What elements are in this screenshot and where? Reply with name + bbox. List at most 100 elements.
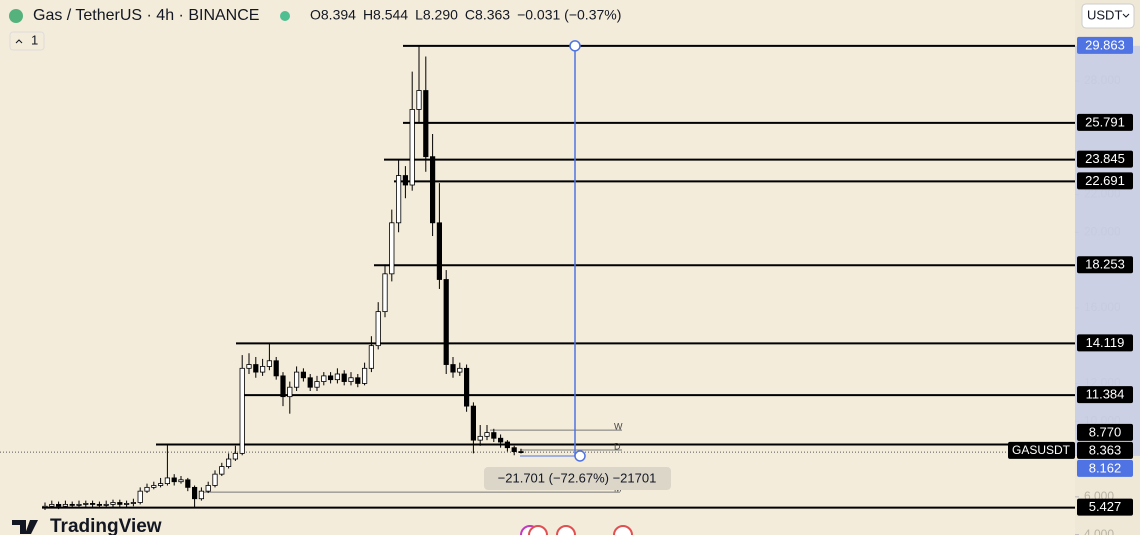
logo-text: TradingView	[50, 516, 162, 535]
candle-body	[470, 405, 477, 441]
pane-label: 1	[31, 32, 38, 47]
candle-body	[225, 458, 232, 467]
logo-icon	[12, 520, 38, 534]
candle-body	[457, 367, 463, 373]
candle-body	[90, 503, 96, 505]
price-label: 18.253	[1085, 257, 1125, 272]
measure-box	[484, 466, 671, 490]
candle-body	[416, 90, 422, 110]
price-label-box	[1077, 441, 1133, 459]
candle-body	[246, 364, 252, 369]
symbol-label-box	[1008, 441, 1075, 459]
candle-body	[341, 373, 347, 382]
candle-body	[511, 447, 517, 452]
currency-chevron	[1122, 13, 1130, 18]
legend-value: C8.363	[465, 7, 510, 23]
candle-body	[450, 364, 456, 373]
price-label: 14.119	[1086, 335, 1125, 350]
candle-body	[137, 490, 143, 503]
candle-body	[62, 503, 69, 507]
event-icon[interactable]	[613, 525, 633, 535]
candle-body	[103, 503, 109, 506]
candle-body	[314, 381, 320, 388]
marker-label: W	[614, 421, 623, 431]
candle-body	[518, 451, 524, 453]
price-label: 5.427	[1089, 499, 1122, 514]
candle-body	[157, 483, 164, 486]
candle-body	[307, 377, 313, 388]
measure-label: −21.701 (−72.67%) −21701	[498, 470, 657, 485]
pane-toggle[interactable]	[9, 31, 45, 51]
candle-body	[198, 490, 204, 500]
candle-body	[185, 479, 191, 488]
candle-body	[443, 279, 449, 365]
candle-body	[429, 156, 436, 224]
legend-value: −0.031 (−0.37%)	[517, 7, 621, 23]
candle-body	[504, 441, 511, 449]
event-icon[interactable]	[556, 525, 576, 535]
candle-body	[76, 503, 82, 506]
currency-label: USDT	[1087, 7, 1122, 22]
candle-body	[164, 477, 170, 484]
price-label: 11.384	[1086, 387, 1125, 402]
candle-body	[110, 502, 116, 505]
candle-body	[368, 345, 375, 369]
price-label-box	[1077, 423, 1133, 441]
candle-body	[497, 437, 504, 443]
candle-body	[334, 373, 341, 381]
price-label: 8.162	[1089, 460, 1122, 475]
candle-body	[151, 485, 157, 488]
candle-body	[436, 222, 443, 280]
legend-value: O8.394	[310, 7, 356, 23]
price-label-box	[1077, 256, 1133, 274]
currency-button[interactable]	[1081, 3, 1135, 29]
ohlc-legend: O8.394 H8.544 L8.290 C8.363 −0.031 (−0.37%)	[310, 7, 621, 23]
candle-body	[375, 311, 381, 347]
price-label: 23.845	[1085, 151, 1125, 166]
candle-body	[273, 360, 279, 377]
candle-body	[327, 375, 334, 381]
candle-body	[69, 503, 75, 506]
price-label-box	[1077, 498, 1133, 516]
candle-body	[205, 485, 211, 492]
event-icon[interactable]	[528, 525, 548, 535]
candle-body	[259, 366, 266, 373]
candle-body	[355, 377, 361, 384]
price-label: 22.691	[1085, 173, 1125, 188]
legend-value: L8.290	[415, 7, 458, 23]
legend-value: H8.544	[363, 7, 408, 23]
candle-body	[49, 503, 55, 507]
candle-body	[124, 503, 130, 505]
price-label: 29.863	[1085, 37, 1125, 52]
candle-body	[191, 486, 198, 500]
measure-handle	[569, 40, 581, 52]
price-label-box	[1077, 334, 1133, 352]
candle-body	[389, 222, 395, 275]
candle-body	[56, 503, 62, 507]
candle-body	[361, 367, 368, 384]
candle-body	[232, 452, 238, 460]
candle-body	[348, 377, 354, 382]
candle-body	[144, 486, 150, 492]
price-label-box	[1077, 150, 1133, 168]
candle-body	[96, 503, 102, 506]
candle-body	[491, 432, 497, 439]
candle-body	[484, 432, 490, 437]
pane-chevron	[15, 39, 23, 44]
candle-body	[266, 360, 273, 367]
candle-body	[423, 90, 429, 158]
candle-body	[402, 175, 409, 186]
price-label-box	[1077, 36, 1133, 54]
candle-body	[178, 479, 184, 483]
candle-body	[382, 273, 388, 313]
price-label: 8.363	[1089, 442, 1122, 457]
marker-label: D	[614, 441, 621, 451]
symbol-icon	[9, 9, 23, 23]
price-label-box	[1077, 459, 1133, 477]
candle-body	[239, 367, 245, 454]
price-label-box	[1077, 386, 1133, 404]
candle-body	[130, 502, 136, 504]
price-label-box	[1077, 172, 1133, 190]
candle-body	[463, 367, 470, 407]
